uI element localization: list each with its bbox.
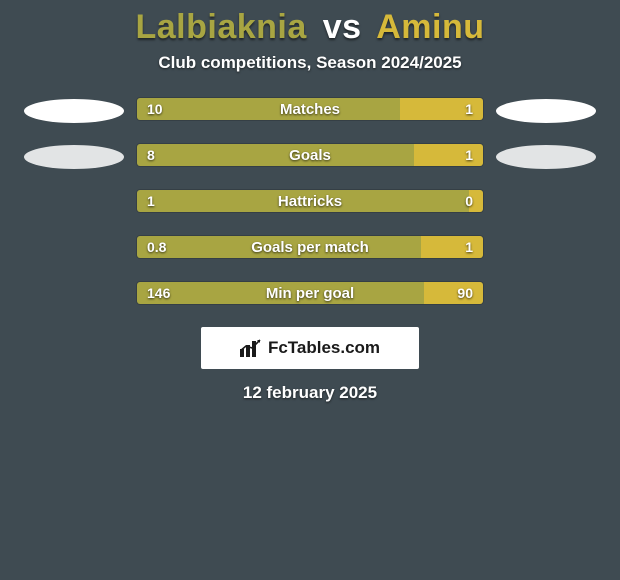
avatar-placeholder — [24, 145, 124, 169]
stat-bar: Min per goal14690 — [136, 281, 484, 305]
bar-left-segment — [137, 190, 469, 212]
chart-icon — [240, 339, 262, 357]
bar-right-segment — [400, 98, 483, 120]
subtitle: Club competitions, Season 2024/2025 — [158, 53, 461, 73]
chart-area: Matches101 Goals81 Hattricks10 Goals per ma… — [0, 97, 620, 305]
stat-bar: Matches101 — [136, 97, 484, 121]
player2-name: Aminu — [376, 8, 484, 46]
page-title: Lalbiaknia vs Aminu — [135, 8, 484, 47]
bar-right-segment — [414, 144, 483, 166]
brand-badge: FcTables.com — [201, 327, 419, 369]
right-avatars-col — [496, 97, 600, 169]
bar-right-segment — [424, 282, 483, 304]
bar-left-segment — [137, 98, 400, 120]
comparison-card: Lalbiaknia vs Aminu Club competitions, S… — [0, 0, 620, 580]
stat-bar: Goals per match0.81 — [136, 235, 484, 259]
stat-bar: Hattricks10 — [136, 189, 484, 213]
left-avatars-col — [20, 97, 124, 169]
bar-right-segment — [421, 236, 483, 258]
player1-name: Lalbiaknia — [135, 8, 306, 46]
bar-right-segment — [469, 190, 483, 212]
bar-left-segment — [137, 282, 424, 304]
avatar-placeholder — [496, 145, 596, 169]
bar-left-segment — [137, 144, 414, 166]
avatar-placeholder — [24, 99, 124, 123]
bars-container: Matches101 Goals81 Hattricks10 Goals per ma… — [136, 97, 484, 305]
date-text: 12 february 2025 — [243, 383, 377, 403]
bar-left-segment — [137, 236, 421, 258]
brand-text: FcTables.com — [268, 338, 380, 358]
stat-bar: Goals81 — [136, 143, 484, 167]
avatar-placeholder — [496, 99, 596, 123]
vs-word: vs — [323, 8, 362, 46]
